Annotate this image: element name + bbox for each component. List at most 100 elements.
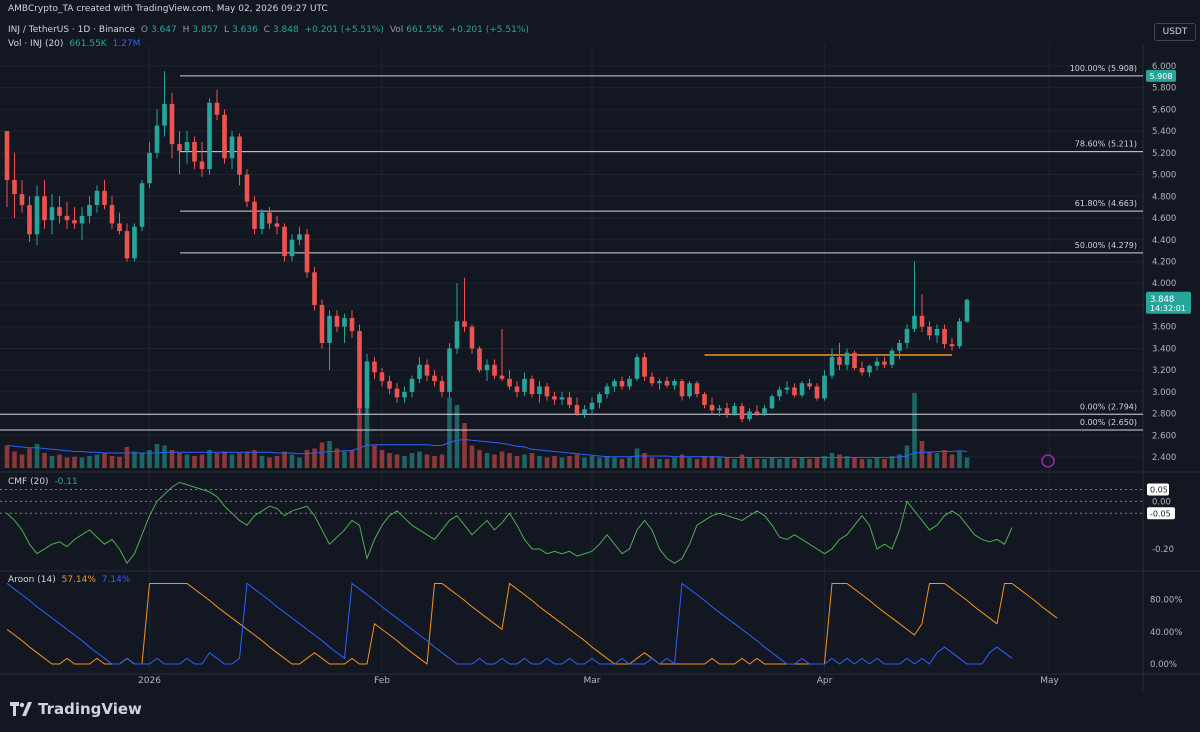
candle-body[interactable] bbox=[852, 352, 857, 369]
candle-body[interactable] bbox=[477, 348, 482, 371]
candle-body[interactable] bbox=[492, 364, 497, 376]
candle-body[interactable] bbox=[597, 394, 602, 403]
candle-body[interactable] bbox=[709, 404, 715, 411]
candle-body[interactable] bbox=[312, 272, 317, 305]
candle-body[interactable] bbox=[79, 215, 85, 224]
candle-body[interactable] bbox=[642, 357, 647, 377]
candle-body[interactable] bbox=[927, 326, 932, 336]
candle-body[interactable] bbox=[222, 114, 227, 159]
candle-body[interactable] bbox=[799, 383, 805, 396]
candle-body[interactable] bbox=[169, 103, 175, 145]
candle-body[interactable] bbox=[124, 231, 130, 259]
candle-body[interactable] bbox=[207, 102, 212, 170]
candle-body[interactable] bbox=[379, 372, 385, 382]
candle-body[interactable] bbox=[514, 386, 520, 392]
candle-body[interactable] bbox=[439, 381, 445, 392]
aroon-title[interactable]: Aroon (14) bbox=[8, 575, 56, 585]
candle-body[interactable] bbox=[589, 402, 595, 410]
candle-body[interactable] bbox=[199, 161, 205, 170]
candle-body[interactable] bbox=[507, 378, 512, 387]
candle-body[interactable] bbox=[357, 331, 362, 409]
candle-body[interactable] bbox=[289, 239, 295, 257]
candle-body[interactable] bbox=[327, 315, 332, 344]
candle-body[interactable] bbox=[792, 387, 797, 396]
candle-body[interactable] bbox=[904, 328, 910, 344]
candle-body[interactable] bbox=[627, 378, 632, 387]
candle-body[interactable] bbox=[109, 204, 115, 224]
candle-body[interactable] bbox=[717, 408, 722, 411]
candle-body[interactable] bbox=[4, 131, 10, 180]
candle-body[interactable] bbox=[387, 381, 392, 389]
candle-body[interactable] bbox=[874, 361, 880, 366]
candle-body[interactable] bbox=[949, 344, 955, 347]
candle-body[interactable] bbox=[829, 357, 835, 376]
candle-body[interactable] bbox=[64, 215, 70, 221]
candle-body[interactable] bbox=[177, 144, 182, 151]
candle-body[interactable] bbox=[259, 212, 265, 229]
candle-body[interactable] bbox=[139, 183, 145, 227]
candle-body[interactable] bbox=[822, 375, 827, 399]
candle-body[interactable] bbox=[657, 381, 662, 384]
candle-body[interactable] bbox=[12, 179, 17, 195]
aroon-legend[interactable]: Aroon (14) 57.14% 7.14% bbox=[8, 575, 133, 585]
candle-body[interactable] bbox=[184, 141, 190, 151]
candle-body[interactable] bbox=[567, 397, 572, 405]
candle-body[interactable] bbox=[214, 102, 220, 115]
candle-body[interactable] bbox=[814, 386, 820, 399]
candle-body[interactable] bbox=[267, 212, 272, 224]
candle-body[interactable] bbox=[634, 357, 640, 379]
candle-body[interactable] bbox=[889, 350, 895, 365]
currency-button[interactable]: USDT bbox=[1154, 23, 1196, 41]
candle-body[interactable] bbox=[94, 190, 100, 205]
candle-body[interactable] bbox=[319, 304, 325, 344]
candle-body[interactable] bbox=[349, 318, 355, 332]
candle-body[interactable] bbox=[754, 411, 760, 414]
candle-body[interactable] bbox=[27, 204, 32, 235]
candle-body[interactable] bbox=[649, 376, 655, 384]
candle-body[interactable] bbox=[402, 391, 407, 398]
candle-body[interactable] bbox=[42, 196, 47, 221]
candle-body[interactable] bbox=[859, 368, 865, 373]
candle-body[interactable] bbox=[394, 388, 400, 398]
candle-body[interactable] bbox=[469, 326, 475, 349]
candle-body[interactable] bbox=[529, 378, 535, 395]
candle-body[interactable] bbox=[484, 364, 490, 371]
candle-body[interactable] bbox=[964, 299, 970, 322]
candle-body[interactable] bbox=[537, 386, 542, 395]
candle-body[interactable] bbox=[552, 396, 557, 400]
candle-body[interactable] bbox=[342, 318, 347, 327]
candle-body[interactable] bbox=[372, 361, 377, 373]
candle-body[interactable] bbox=[117, 223, 122, 232]
cmf-legend[interactable]: CMF (20) -0.11 bbox=[8, 477, 81, 487]
candle-body[interactable] bbox=[724, 408, 730, 414]
candle-body[interactable] bbox=[882, 361, 887, 365]
candle-body[interactable] bbox=[867, 365, 872, 373]
candle-body[interactable] bbox=[544, 386, 550, 397]
candle-body[interactable] bbox=[87, 204, 92, 216]
candle-body[interactable] bbox=[244, 174, 250, 202]
candle-body[interactable] bbox=[132, 226, 137, 259]
candle-body[interactable] bbox=[237, 136, 242, 175]
candle-body[interactable] bbox=[162, 103, 167, 126]
candle-body[interactable] bbox=[462, 321, 467, 327]
candle-body[interactable] bbox=[619, 381, 625, 387]
candle-body[interactable] bbox=[154, 125, 160, 153]
candle-body[interactable] bbox=[664, 381, 670, 386]
candle-body[interactable] bbox=[252, 201, 257, 229]
candle-body[interactable] bbox=[522, 378, 527, 392]
candle-body[interactable] bbox=[334, 315, 340, 327]
candle-body[interactable] bbox=[672, 381, 677, 386]
candle-body[interactable] bbox=[447, 348, 452, 392]
candle-body[interactable] bbox=[942, 328, 947, 345]
candle-body[interactable] bbox=[297, 234, 302, 240]
volume-legend[interactable]: Vol · INJ (20) 661.55K 1.27M bbox=[8, 39, 143, 49]
candle-body[interactable] bbox=[747, 411, 752, 420]
candle-body[interactable] bbox=[102, 190, 107, 205]
candle-body[interactable] bbox=[582, 409, 587, 414]
candle-body[interactable] bbox=[702, 394, 707, 405]
candle-body[interactable] bbox=[919, 315, 925, 327]
candle-body[interactable] bbox=[807, 383, 812, 387]
candle-body[interactable] bbox=[574, 404, 580, 414]
candle-body[interactable] bbox=[559, 397, 565, 400]
